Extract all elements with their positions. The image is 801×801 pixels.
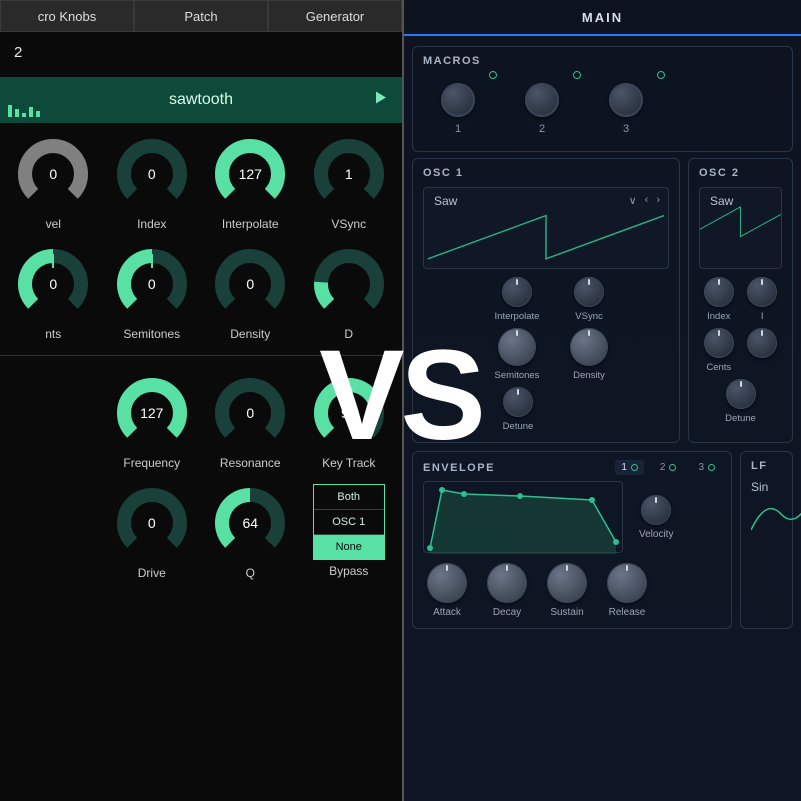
bypass-label: Bypass [329,564,368,578]
knob-cents[interactable]: Cents [699,328,739,373]
knob-density[interactable]: Density [555,328,623,381]
right-synth-pane: MAIN MACROS 123 OSC 1 Saw ∨ ‹ › [404,0,801,801]
velocity-label: Velocity [639,529,673,540]
left-section-title: 2 [0,32,402,71]
knob-row-1: 0 vel 0 Index 127 Interpolate [0,135,402,231]
knob-resonance[interactable]: 0 Resonance [205,374,296,470]
wave-mini-bars [8,105,46,117]
bypass-selector[interactable]: BothOSC 1None [313,484,385,560]
knob-vel[interactable]: 0 vel [8,135,99,231]
envelope-adsr: Attack Decay Sustain Release [423,563,721,618]
lfo-title: LF [751,460,782,472]
knob-[interactable] [743,328,783,373]
macro-knob-2[interactable]: 2 [525,83,559,135]
tab-generator[interactable]: Generator [268,0,402,32]
macro-knob-3[interactable]: 3 [609,83,643,135]
knob-row-4: 0 Drive 64 Q BothOSC 1None Bypass [0,484,402,580]
tab-patch[interactable]: Patch [134,0,268,32]
osc-row: OSC 1 Saw ∨ ‹ › InterpolateVSync Semiton… [412,158,793,443]
knob-release[interactable]: Release [607,563,647,618]
knob-density[interactable]: 0 Density [205,245,296,341]
divider [0,355,402,356]
lfo-wave-name: Sin [751,480,782,494]
knob-d[interactable]: D [304,245,395,341]
osc1-panel: OSC 1 Saw ∨ ‹ › InterpolateVSync Semiton… [412,158,680,443]
knob-decay[interactable]: Decay [487,563,527,618]
macros-title: MACROS [423,55,782,67]
knob-i[interactable]: I [743,277,783,322]
bypass-option-osc-1[interactable]: OSC 1 [314,510,384,535]
bypass-option-both[interactable]: Both [314,485,384,510]
knob-detune[interactable]: Detune [699,379,782,424]
waveform-selector[interactable]: sawtooth [0,77,402,123]
macros-panel: MACROS 123 [412,46,793,152]
envelope-row: ENVELOPE 123 Velocity Attack Decay Sustain… [412,451,793,629]
knob-interpolate[interactable]: 127 Interpolate [205,135,296,231]
envelope-panel: ENVELOPE 123 Velocity Attack Decay Sustain… [412,451,732,629]
knob-vsync[interactable]: 1 VSync [304,135,395,231]
knob-q[interactable]: 64 Q [205,484,296,580]
tab-macro-knobs[interactable]: cro Knobs [0,0,134,32]
knob-row-3: 127 Frequency 0 Resonance 97 Key Track [0,374,402,470]
knob-attack[interactable]: Attack [427,563,467,618]
envelope-title: ENVELOPE [423,462,495,474]
osc1-title: OSC 1 [423,167,669,179]
macro-row: 123 [423,75,782,141]
envelope-tab-1[interactable]: 1 [615,460,644,475]
knob-detune[interactable]: Detune [483,387,553,432]
envelope-tab-2[interactable]: 2 [654,460,683,475]
osc2-panel: OSC 2 Saw IndexI Cents Detune [688,158,793,443]
knob-nts[interactable]: 0 nts [8,245,99,341]
knob-index[interactable]: 0 Index [107,135,198,231]
bypass-option-none[interactable]: None [314,535,384,559]
macro-knob-1[interactable]: 1 [441,83,475,135]
knob-key track[interactable]: 97 Key Track [304,374,395,470]
left-synth-pane: cro Knobs Patch Generator 2 sawtooth 0 v… [0,0,404,801]
envelope-curve[interactable] [423,481,623,553]
osc2-knobs: IndexI Cents Detune [699,277,782,424]
knob-row-2: 0 nts 0 Semitones 0 Density [0,245,402,341]
knob-interpolate[interactable]: Interpolate [483,277,551,322]
osc1-wave-display[interactable]: Saw ∨ ‹ › [423,187,669,269]
left-tab-row: cro Knobs Patch Generator [0,0,402,32]
osc1-knobs: InterpolateVSync SemitonesDensity Detune [423,277,669,432]
main-tab[interactable]: MAIN [404,0,801,36]
knob-sustain[interactable]: Sustain [547,563,587,618]
velocity-knob[interactable]: Velocity [639,495,673,540]
knob-drive[interactable]: 0 Drive [107,484,198,580]
bypass-cell: BothOSC 1None Bypass [304,484,395,580]
knob-semitones[interactable]: Semitones [483,328,551,381]
lfo-panel: LF Sin [740,451,793,629]
play-icon[interactable] [374,91,388,110]
envelope-tabs: 123 [615,460,721,475]
osc2-wave-display[interactable]: Saw [699,187,782,269]
osc2-title: OSC 2 [699,167,782,179]
envelope-tab-3[interactable]: 3 [692,460,721,475]
knob-semitones[interactable]: 0 Semitones [107,245,198,341]
knob-frequency[interactable]: 127 Frequency [107,374,198,470]
knob-vsync[interactable]: VSync [555,277,623,322]
waveform-name: sawtooth [169,91,233,109]
knob-index[interactable]: Index [699,277,739,322]
